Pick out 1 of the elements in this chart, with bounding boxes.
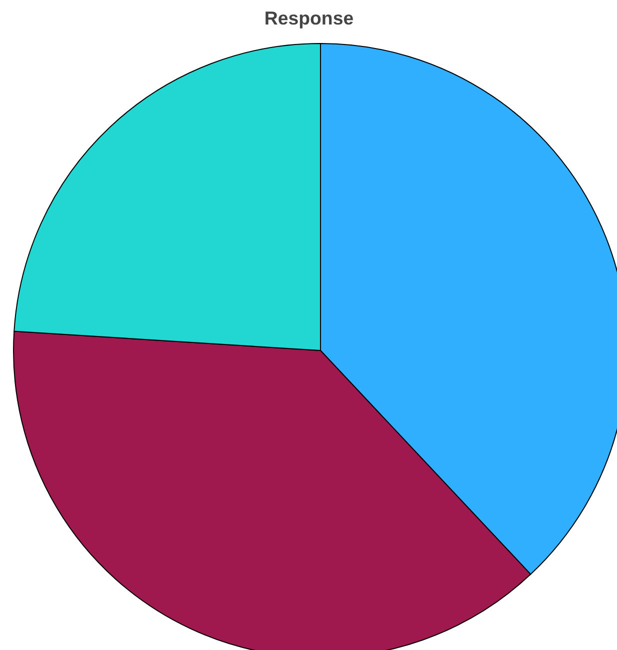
chart-title: Response (264, 8, 354, 28)
